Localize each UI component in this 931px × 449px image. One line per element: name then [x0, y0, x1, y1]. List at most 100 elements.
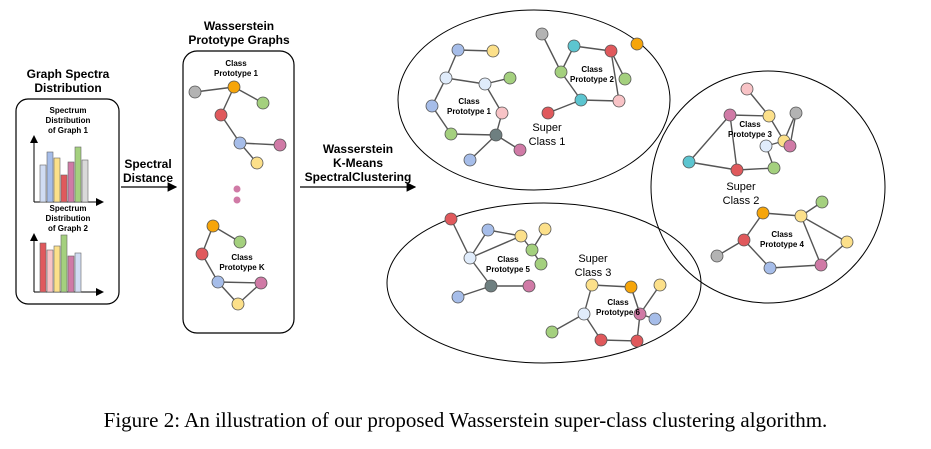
graph-edge — [541, 33, 562, 73]
graph-node — [231, 297, 245, 311]
sc3-proto5-label-line2: Prototype 5 — [486, 265, 531, 274]
graph-edge — [688, 161, 738, 171]
graph-node — [783, 139, 797, 153]
graph-node — [789, 106, 803, 120]
superclass-3-label-line2: Class 3 — [575, 267, 612, 279]
graph-node — [759, 139, 773, 153]
graph-node — [503, 71, 517, 85]
graph-node — [463, 153, 477, 167]
graph-node — [250, 156, 264, 170]
graph-node — [481, 223, 495, 237]
graph-edge — [217, 281, 262, 284]
graph-node — [227, 80, 241, 94]
chart2-label-line1: Spectrum — [50, 204, 87, 213]
graph-node — [463, 251, 477, 265]
graph-edge — [769, 264, 822, 269]
superclass-2-ellipse — [650, 70, 886, 304]
sc3-proto6-label-line2: Prototype 6 — [596, 308, 641, 317]
graph-node — [188, 85, 202, 99]
graph-edge — [450, 218, 471, 259]
prototype-graph-k — [195, 219, 268, 311]
chart1-bar — [74, 146, 82, 203]
graph-node — [195, 247, 209, 261]
arrow2-label-line1: Wasserstein — [323, 142, 393, 156]
chart1-bar — [60, 174, 68, 203]
graph-node — [767, 161, 781, 175]
chart2-bar — [74, 252, 82, 293]
superclass-1-label-line1: Super — [532, 122, 562, 134]
graph-node — [618, 72, 632, 86]
graph-node — [254, 276, 268, 290]
graph-node — [730, 163, 744, 177]
spectrum-chart-2: Spectrum Distribution of Graph 2 — [30, 204, 104, 296]
kmeans-arrow: Wasserstein K-Means SpectralClustering — [300, 142, 417, 192]
graph-edge — [194, 86, 235, 93]
graph-node — [513, 143, 527, 157]
graph-node — [763, 261, 777, 275]
prototype-graph-1 — [188, 80, 287, 170]
graph-node — [495, 106, 509, 120]
graph-node — [444, 212, 458, 226]
graph-node — [425, 99, 439, 113]
graph-node — [630, 37, 644, 51]
sc3-proto5-label-line1: Class — [497, 255, 519, 264]
ellipsis-dot — [233, 185, 241, 193]
graph-edge — [688, 114, 731, 163]
sc1-proto1-label-line2: Prototype 1 — [447, 107, 492, 116]
graph-node — [444, 127, 458, 141]
sc3-proto6-label-line1: Class — [607, 298, 629, 307]
chart2-bar — [53, 245, 61, 293]
graph-node — [451, 290, 465, 304]
graph-edge — [469, 235, 522, 259]
graph-edge — [591, 284, 632, 288]
graph-node — [484, 279, 498, 293]
superclass-3-prototype-5-graph — [444, 212, 552, 304]
graph-node — [756, 206, 770, 220]
graph-node — [211, 275, 225, 289]
graph-node — [630, 334, 644, 348]
graph-node — [554, 65, 568, 79]
graph-node — [794, 209, 808, 223]
chart2-bar — [60, 234, 68, 293]
arrow1-label-line2: Distance — [123, 171, 173, 185]
proto1-label-line2: Prototype 1 — [214, 69, 259, 78]
superclass-2-prototype-3-graph — [682, 82, 803, 177]
chart1-bar — [46, 151, 54, 203]
graph-node — [653, 278, 667, 292]
graph-node — [525, 243, 539, 257]
superclass-1-prototype-1-graph — [425, 43, 527, 167]
arrow2-label-line3: SpectralClustering — [305, 170, 412, 184]
spectra-panel: Graph Spectra Distribution Spectrum Dist… — [15, 67, 120, 305]
graph-node — [233, 235, 247, 249]
sc1-proto2-label-line2: Prototype 2 — [570, 75, 615, 84]
sc2-proto3-label-line2: Prototype 3 — [728, 130, 773, 139]
graph-node — [273, 138, 287, 152]
graph-node — [577, 307, 591, 321]
graph-node — [535, 27, 549, 41]
graph-edge — [445, 77, 486, 85]
chart1-bar — [81, 159, 89, 203]
graph-node — [489, 128, 503, 142]
superclass-1-label-line2: Class 1 — [529, 136, 566, 148]
graph-node — [478, 77, 492, 91]
graph-node — [534, 257, 548, 271]
graph-node — [439, 71, 453, 85]
ellipsis-dot — [233, 196, 241, 204]
graph-node — [206, 219, 220, 233]
graph-node — [585, 278, 599, 292]
arrow2-label-line2: K-Means — [333, 156, 383, 170]
graph-edge — [610, 50, 620, 102]
graph-node — [256, 96, 270, 110]
chart2-label-line3: of Graph 2 — [48, 224, 89, 233]
graph-node — [538, 222, 552, 236]
graph-node — [723, 108, 737, 122]
sc2-proto3-label-line1: Class — [739, 120, 761, 129]
graph-node — [840, 235, 854, 249]
graph-node — [737, 233, 751, 247]
graph-node — [567, 39, 581, 53]
graph-node — [633, 307, 647, 321]
spectral-distance-arrow: Spectral Distance — [121, 157, 178, 192]
sc2-proto4-label-line1: Class — [771, 230, 793, 239]
graph-edge — [239, 142, 281, 146]
